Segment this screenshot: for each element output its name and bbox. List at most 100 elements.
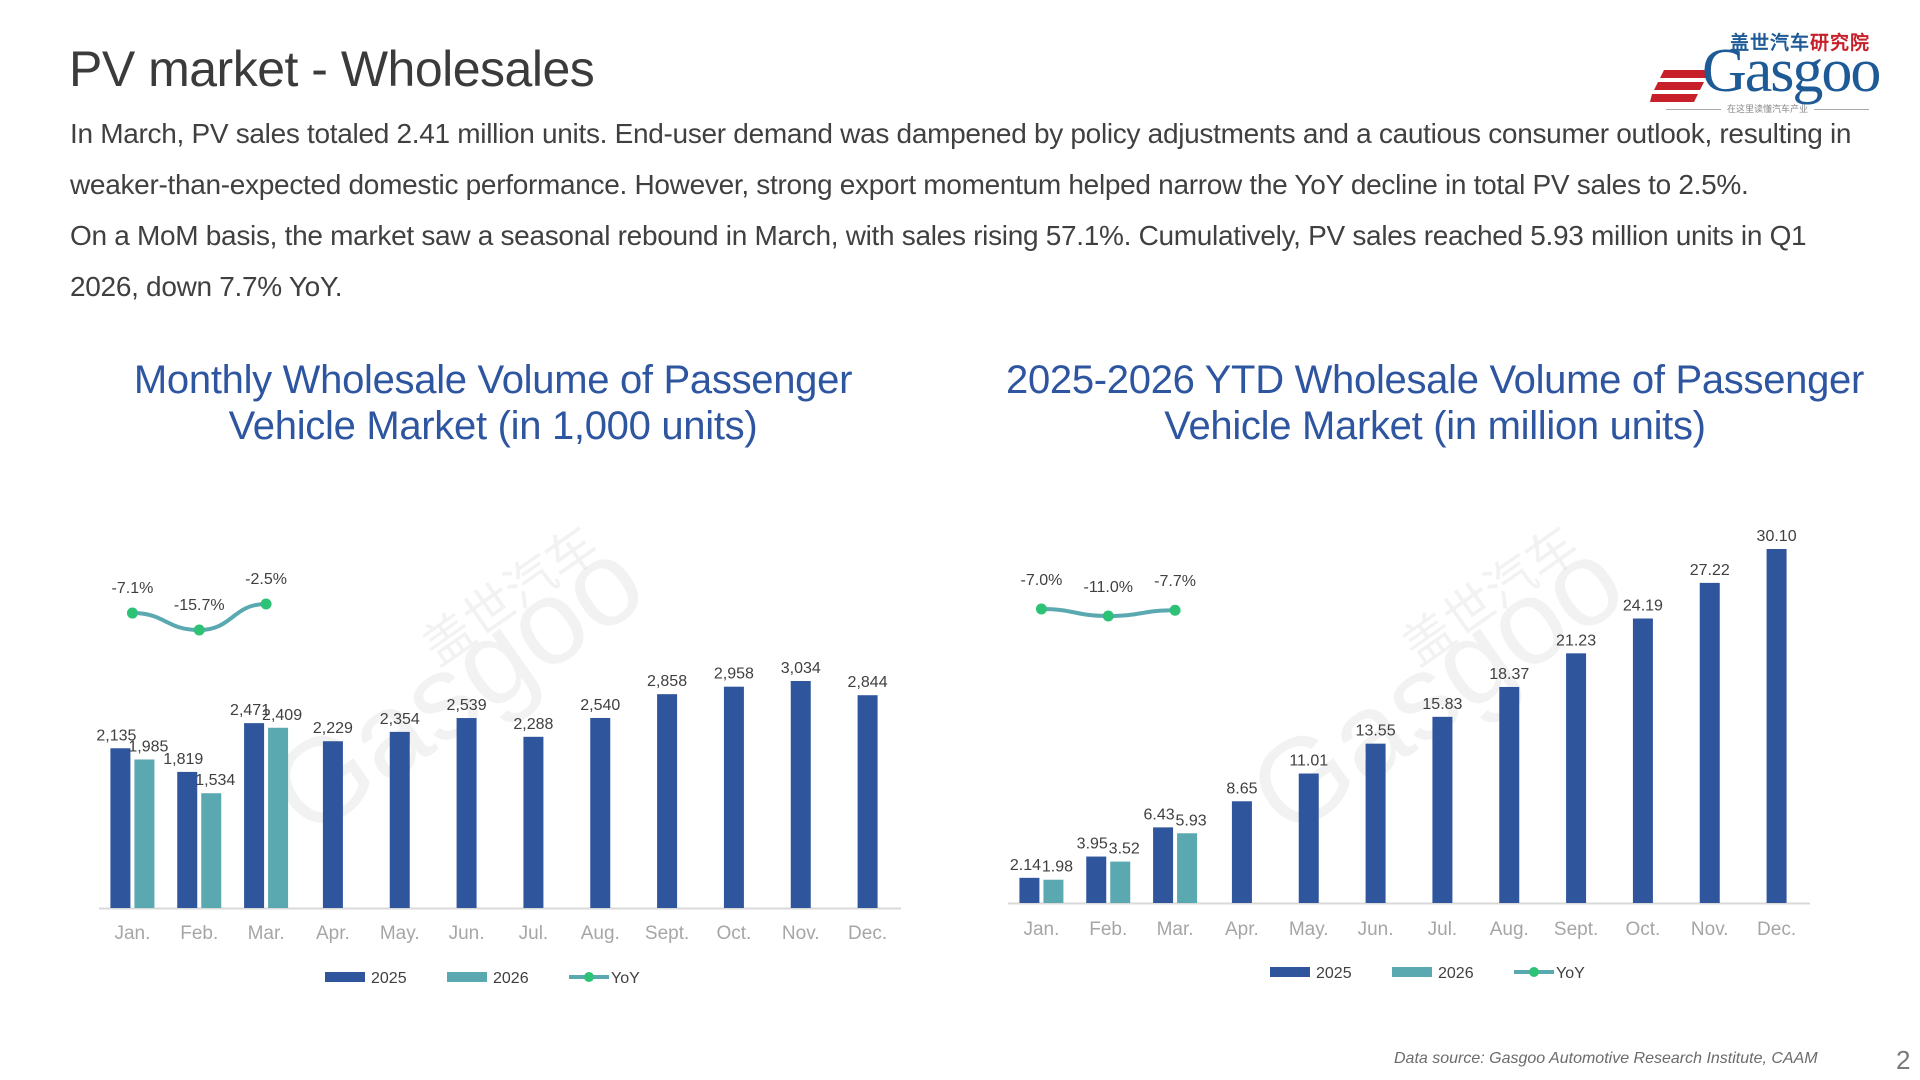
bar-2025 (523, 736, 544, 908)
yoy-data-label: -7.1% (112, 580, 154, 597)
bar-2025 (110, 748, 131, 908)
yoy-data-label: -11.0% (1083, 579, 1133, 596)
chart-title-monthly: Monthly Wholesale Volume of Passenger Ve… (93, 357, 893, 449)
data-label-2025: 3,034 (781, 660, 821, 677)
summary-paragraph: In March, PV sales totaled 2.41 million … (70, 118, 1852, 200)
bar-2025 (1432, 716, 1453, 903)
bar-2025 (1699, 582, 1720, 903)
x-tick-label: Jun. (449, 923, 485, 944)
data-label-2025: 2,858 (647, 673, 687, 690)
x-tick-label: Jan. (1023, 919, 1059, 940)
bar-2025 (177, 771, 198, 908)
data-label-2025: 1,819 (163, 751, 203, 768)
yoy-marker (126, 607, 138, 619)
data-label-2025: 2.14 (1010, 857, 1041, 874)
data-label-2025: 2,354 (380, 711, 420, 728)
data-label-2025: 2,844 (848, 674, 888, 691)
page-number: 2 (1896, 1045, 1911, 1075)
watermark-cn: 盖世汽车 (1392, 516, 1588, 677)
bar-2025 (723, 686, 744, 908)
data-label-2026: 1,534 (195, 772, 235, 789)
yoy-data-label: -2.5% (245, 571, 287, 588)
yoy-line (130, 602, 269, 633)
x-tick-label: Sept. (1554, 919, 1598, 940)
bar-2025 (590, 717, 611, 908)
data-label-2025: 2,958 (714, 666, 754, 683)
data-label-2025: 2,539 (447, 697, 487, 714)
bar-2025 (1766, 549, 1787, 903)
chart-ytd: 2.14 1.98 Jan. 3.95 3.52 Feb. 6.43 5.93 Mar. 8.65… (1008, 528, 1810, 982)
bar-2026 (1043, 879, 1064, 903)
x-tick-label: May. (380, 923, 420, 944)
yoy-marker (260, 598, 272, 610)
x-tick-label: Dec. (848, 923, 887, 944)
bar-2025 (244, 723, 265, 908)
chart-title-line: Monthly Wholesale Volume of Passenger (133, 358, 853, 402)
x-tick-label: Apr. (1225, 919, 1259, 940)
bar-2025 (1632, 618, 1653, 903)
bar-2026 (134, 759, 155, 908)
legend-swatch-2026 (447, 972, 487, 982)
bar-2025 (389, 731, 410, 908)
gasgoo-logo: 盖世汽车研究院 Gasgoo 在这里读懂汽车产业 (1650, 26, 1881, 116)
data-label-2025: 2,229 (313, 720, 353, 737)
x-tick-label: Jul. (519, 923, 549, 944)
data-label-2025: 2,540 (580, 697, 620, 714)
legend-swatch-2025 (1270, 967, 1310, 977)
logo-chinese-name: 盖世汽车研究院 (1730, 28, 1870, 55)
bar-2026 (1110, 861, 1131, 903)
data-label-2025: 3.95 (1077, 836, 1108, 853)
yoy-marker (1102, 610, 1114, 622)
bar-2025 (322, 741, 343, 908)
data-label-2025: 15.83 (1422, 696, 1462, 713)
data-source: Data source: Gasgoo Automotive Research … (1394, 1050, 1818, 1067)
legend-label-2025: 2025 (371, 970, 407, 987)
chart-title-line: Vehicle Market (in 1,000 units) (228, 404, 758, 448)
bar-2025 (1499, 686, 1520, 903)
yoy-marker (1169, 604, 1181, 616)
x-tick-label: Dec. (1757, 919, 1796, 940)
data-label-2025: 27.22 (1690, 562, 1730, 579)
x-tick-label: Mar. (248, 923, 285, 944)
bar-2025 (1086, 856, 1107, 903)
x-tick-label: Mar. (1157, 919, 1194, 940)
bar-2025 (1298, 773, 1319, 903)
data-label-2025: 18.37 (1489, 666, 1529, 683)
data-label-2025: 6.43 (1144, 806, 1175, 823)
logo-stripes-icon (1650, 70, 1710, 102)
legend-marker-yoy (584, 972, 594, 982)
page-title: PV market - Wholesales (69, 41, 595, 97)
x-tick-label: May. (1289, 919, 1329, 940)
data-label-2025: 30.10 (1757, 528, 1797, 545)
legend-swatch-2026 (1392, 967, 1432, 977)
data-label-2025: 2,471 (230, 702, 270, 719)
bar-2025 (1231, 801, 1252, 903)
x-tick-label: Oct. (1625, 919, 1660, 940)
bar-2025 (657, 694, 678, 908)
yoy-marker (1035, 603, 1047, 615)
chart-title-ytd: 2025-2026 YTD Wholesale Volume of Passen… (990, 357, 1880, 449)
logo-cn-blue: 盖世汽车 (1730, 33, 1811, 54)
chart-legend: 2025 2026 YoY (325, 970, 640, 987)
yoy-marker (193, 624, 205, 636)
x-tick-label: Aug. (1490, 919, 1529, 940)
x-tick-label: Jun. (1358, 919, 1394, 940)
legend-swatch-2025 (325, 972, 365, 982)
chart-title-line: Vehicle Market (in million units) (1164, 404, 1706, 448)
x-tick-label: Oct. (716, 923, 751, 944)
x-tick-label: Feb. (1089, 919, 1127, 940)
data-label-2026: 1.98 (1042, 859, 1073, 876)
x-tick-label: Sept. (645, 923, 689, 944)
x-tick-label: Nov. (1691, 919, 1729, 940)
watermark-cn: 盖世汽车 (412, 516, 608, 677)
logo-brand: Gasgoo (1702, 37, 1881, 105)
yoy-data-label: -15.7% (174, 597, 225, 614)
bar-2025 (1566, 653, 1587, 903)
bar-2026 (201, 793, 222, 908)
chart-title-line: 2025-2026 YTD Wholesale Volume of Passen… (1006, 358, 1864, 402)
legend-marker-yoy (1529, 967, 1539, 977)
data-label-2025: 11.01 (1289, 753, 1328, 770)
yoy-line (1039, 607, 1178, 619)
